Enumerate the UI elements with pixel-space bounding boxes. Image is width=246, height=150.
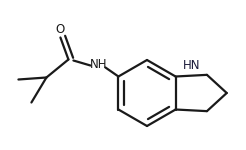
Text: O: O	[56, 23, 65, 36]
Text: HN: HN	[183, 59, 200, 72]
Text: NH: NH	[90, 58, 107, 71]
